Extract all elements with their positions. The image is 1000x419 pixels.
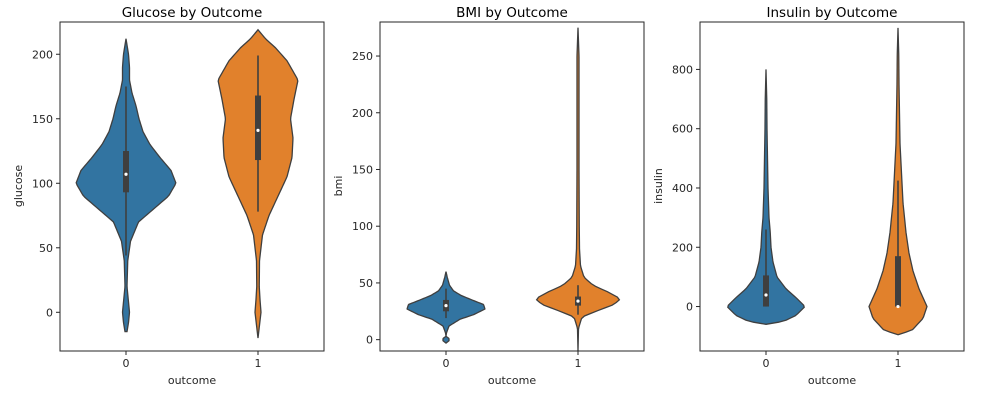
x-tick-label: 0 [763,357,770,370]
y-axis-label: insulin [652,168,665,204]
plot-area: 0 50 100 150 200 0 1 [32,21,325,370]
y-axis-label: glucose [12,165,25,208]
y-tick-label: 150 [352,163,373,176]
panel-glucose: Glucose by Outcome outcome glucose [12,5,262,387]
y-tick-label: 200 [672,241,693,254]
panel-title: Glucose by Outcome [122,5,263,21]
x-tick-label: 1 [895,357,902,370]
x-tick-label: 0 [443,357,450,370]
y-tick-label: 200 [352,107,373,120]
y-tick-label: 0 [366,334,373,347]
violin-median-0 [124,172,128,176]
y-tick-label: 0 [686,301,693,314]
y-tick-label: 50 [39,242,53,255]
axes-frame [379,21,645,352]
x-tick-label: 1 [255,357,262,370]
violin-body-1 [535,27,621,352]
y-tick-label: 50 [359,277,373,290]
x-tick-label: 1 [575,357,582,370]
panel-bmi: BMI by Outcome outcome bmi [332,5,568,387]
y-tick-label: 400 [672,182,693,195]
y-axis-label: bmi [332,176,345,197]
panel-title: BMI by Outcome [456,5,568,21]
panel-title: Insulin by Outcome [767,5,898,21]
plot-area: 0 200 400 600 800 0 1 [672,21,965,370]
x-tick-label: 0 [123,357,130,370]
violin-median-0 [764,293,768,297]
violin-iqr-box-1 [255,95,261,161]
violin-body-0 [727,69,805,325]
violin-iqr-box-0 [123,151,129,193]
y-tick-label: 800 [672,63,693,76]
violin-median-1 [896,304,900,309]
y-tick-label: 600 [672,123,693,136]
y-tick-label: 250 [352,50,373,63]
x-axis-label: outcome [168,374,217,387]
panel-insulin: Insulin by Outcome outcome insulin [652,5,897,387]
y-tick-label: 200 [32,48,53,61]
y-tick-label: 100 [32,177,53,190]
violin-median-1 [576,299,580,303]
violin-median-0 [444,304,448,308]
x-axis-label: outcome [488,374,537,387]
violin-iqr-box-1 [895,256,901,307]
axes-frame [59,21,325,352]
plot-area: 0 50 100 150 200 250 0 1 [352,21,645,370]
violin-iqr-box-0 [763,275,769,307]
y-tick-label: 150 [32,113,53,126]
y-tick-label: 100 [352,220,373,233]
y-tick-label: 0 [46,306,53,319]
x-axis-label: outcome [808,374,857,387]
violin-median-1 [256,128,260,132]
axes-frame [699,21,965,352]
